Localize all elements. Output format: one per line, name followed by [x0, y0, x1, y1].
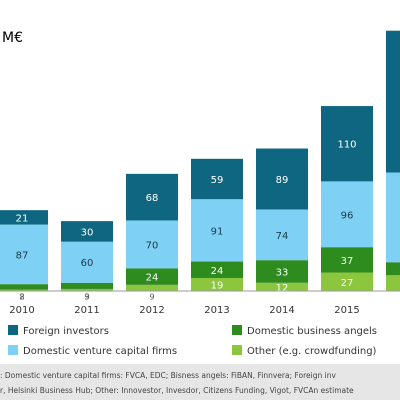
- x-tick-label: 2013: [204, 305, 229, 316]
- data-label: 110: [337, 140, 356, 151]
- bar-segment: [191, 277, 243, 291]
- data-label: 9: [84, 293, 89, 302]
- data-label: 19: [211, 280, 224, 291]
- x-tick-label: 2014: [269, 305, 294, 316]
- bar-segment: [126, 284, 178, 291]
- bar-segment: [0, 289, 48, 291]
- data-label: 68: [146, 193, 159, 204]
- bar-segment: [386, 275, 400, 291]
- data-label: 33: [276, 267, 289, 278]
- x-tick-label: 2012: [139, 305, 164, 316]
- bar-segment: [386, 30, 400, 173]
- bar-segment: [321, 181, 373, 248]
- legend-swatch: [232, 325, 242, 335]
- data-label: 24: [146, 273, 159, 284]
- data-label: 9: [149, 293, 154, 302]
- bar-segment: [256, 148, 308, 210]
- legend-label: Domestic venture capital firms: [23, 346, 177, 357]
- source-line: r, Helsinki Business Hub; Other: Innoves…: [0, 386, 354, 395]
- bar-segment: [61, 241, 113, 283]
- bar-segment: [0, 284, 48, 290]
- data-label: 96: [341, 210, 354, 221]
- data-label: 21: [16, 213, 29, 224]
- data-label: 12: [276, 283, 289, 294]
- legend-swatch: [8, 325, 18, 335]
- source-background: [0, 364, 400, 400]
- x-tick-label: 2015: [334, 305, 359, 316]
- data-label: 3: [84, 293, 89, 302]
- bar-segment: [0, 210, 48, 225]
- data-label: 8: [19, 293, 24, 302]
- legend-label: Domestic business angels: [247, 326, 377, 337]
- legend-swatch: [8, 345, 18, 355]
- bar-segment: [61, 282, 113, 289]
- x-tick-label: 2010: [9, 305, 34, 316]
- data-label: 30: [81, 227, 94, 238]
- data-label: 87: [16, 250, 29, 261]
- data-label: 2: [19, 293, 24, 302]
- bar-segment: [321, 272, 373, 291]
- bar-segment: [191, 158, 243, 200]
- legend-label: Other (e.g. crowdfunding): [247, 346, 377, 357]
- data-label: 70: [146, 240, 159, 251]
- bar-segment: [126, 173, 178, 221]
- data-label: 89: [276, 175, 289, 186]
- data-label: 37: [341, 256, 354, 267]
- bar-segment: [191, 261, 243, 278]
- bar-segment: [0, 224, 48, 285]
- data-label: 91: [211, 226, 224, 237]
- bar-segment: [256, 209, 308, 261]
- bar-segment: [321, 106, 373, 182]
- data-label: 59: [211, 175, 224, 186]
- bar-segment: [191, 199, 243, 262]
- source-line: : Domestic venture capital firms: FVCA, …: [0, 371, 336, 380]
- bar-segment: [256, 260, 308, 283]
- bar-segment: [321, 247, 373, 273]
- bar-segment: [126, 268, 178, 285]
- bar-segment: [61, 221, 113, 242]
- chart-title: M€: [2, 30, 23, 46]
- bar-segment: [126, 220, 178, 269]
- data-label: 24: [211, 266, 224, 277]
- legend-swatch: [232, 345, 242, 355]
- bar-segment: [61, 288, 113, 291]
- data-label: 60: [81, 258, 94, 269]
- data-label: 74: [276, 231, 289, 242]
- legend-label: Foreign investors: [23, 326, 109, 337]
- bar-segment: [386, 172, 400, 263]
- bar-segment: [256, 282, 308, 291]
- bar-segment: [386, 262, 400, 276]
- x-tick-label: 2011: [74, 305, 99, 316]
- data-label: 27: [341, 278, 354, 289]
